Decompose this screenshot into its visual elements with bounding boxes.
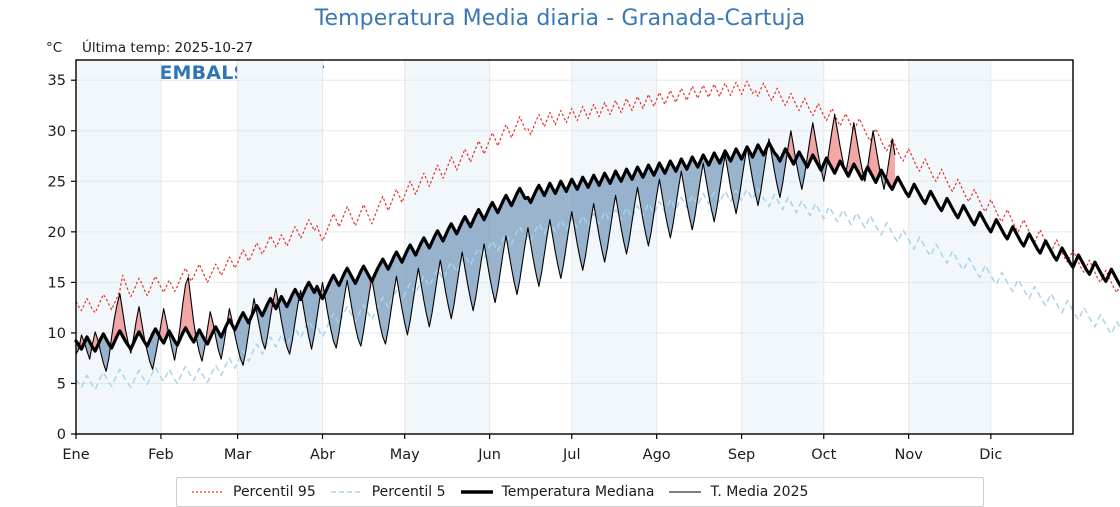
svg-text:Jul: Jul <box>562 447 581 463</box>
svg-text:15: 15 <box>48 275 66 291</box>
legend-swatch-p5 <box>330 491 363 493</box>
svg-text:Abr: Abr <box>310 447 335 463</box>
svg-text:0: 0 <box>57 427 66 443</box>
legend-item-current[interactable]: T. Media 2025 <box>668 484 808 500</box>
svg-text:Ago: Ago <box>643 447 671 463</box>
axis-frame <box>75 59 1074 435</box>
svg-text:Oct: Oct <box>811 447 836 463</box>
svg-text:Mar: Mar <box>224 447 251 463</box>
legend-label-median: Temperatura Mediana <box>501 484 655 500</box>
svg-text:Dic: Dic <box>979 447 1002 463</box>
svg-text:Sep: Sep <box>728 447 755 463</box>
legend-swatch-median <box>460 490 493 494</box>
svg-text:Ene: Ene <box>62 447 89 463</box>
legend-item-p5[interactable]: Percentil 5 <box>330 484 446 500</box>
svg-text:25: 25 <box>48 174 66 190</box>
legend-label-p95: Percentil 95 <box>233 484 316 500</box>
legend-label-p5: Percentil 5 <box>371 484 446 500</box>
legend-item-median[interactable]: Temperatura Mediana <box>460 484 655 500</box>
y-axis-ticks: 0 5 10 15 20 25 30 35 <box>48 73 76 443</box>
legend-swatch-current <box>669 491 702 493</box>
svg-text:35: 35 <box>48 73 66 89</box>
legend-label-current: T. Media 2025 <box>710 484 809 500</box>
legend-item-p95[interactable]: Percentil 95 <box>191 484 316 500</box>
y-axis-unit-label: °C <box>46 40 63 56</box>
svg-text:May: May <box>390 447 420 463</box>
series-lines <box>74 80 1120 391</box>
x-axis-ticks: Ene Feb Mar Abr May Jun Jul Ago Sep Oct Nov Dic <box>62 434 1002 463</box>
anomaly-fills <box>76 114 895 372</box>
svg-text:Feb: Feb <box>148 447 174 463</box>
svg-text:10: 10 <box>48 326 66 342</box>
svg-text:5: 5 <box>57 376 66 392</box>
svg-text:Jun: Jun <box>477 447 501 463</box>
svg-text:30: 30 <box>48 124 66 140</box>
legend-swatch-p95 <box>192 491 224 493</box>
last-temp-annotation: Última temp: 2025-10-27 <box>82 40 254 56</box>
svg-text:Nov: Nov <box>895 447 924 463</box>
page-title: Temperatura Media diaria - Granada-Cartu… <box>314 6 806 31</box>
chart-legend: Percentil 95 Percentil 5 Temperatura Med… <box>176 477 984 507</box>
svg-text:20: 20 <box>48 225 66 241</box>
